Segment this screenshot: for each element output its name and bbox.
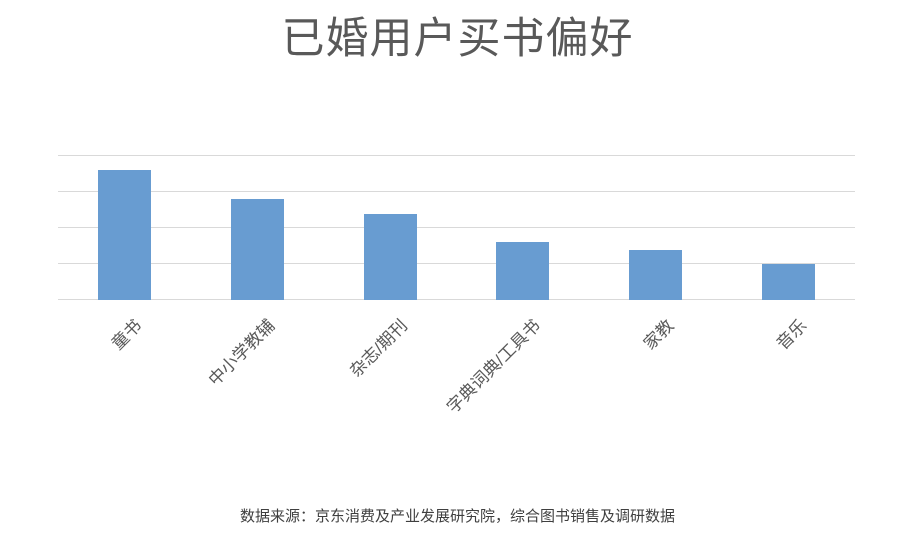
gridline [58, 155, 855, 156]
gridline [58, 299, 855, 300]
bar [762, 264, 816, 300]
source-note: 数据来源：京东消费及产业发展研究院，综合图书销售及调研数据 [239, 508, 675, 525]
bar [629, 249, 683, 300]
x-axis-label: 音乐 [772, 316, 811, 354]
bar [97, 170, 151, 300]
bar [363, 213, 417, 300]
chart-title: 已婚用户买书偏好 [281, 15, 634, 63]
x-axis-label: 童书 [108, 316, 146, 354]
plot-area [58, 155, 855, 300]
x-axis-label: 字典词典/工具书 [443, 316, 545, 417]
x-axis-label: 杂志/期刊 [346, 316, 412, 381]
gridline [58, 227, 855, 228]
bars-container [58, 156, 855, 300]
gridline [58, 263, 855, 264]
bar [496, 242, 550, 300]
bar [230, 199, 284, 300]
gridline [58, 191, 855, 192]
x-axis-label: 家教 [639, 316, 678, 354]
x-axis-label: 中小学教辅 [205, 316, 279, 390]
